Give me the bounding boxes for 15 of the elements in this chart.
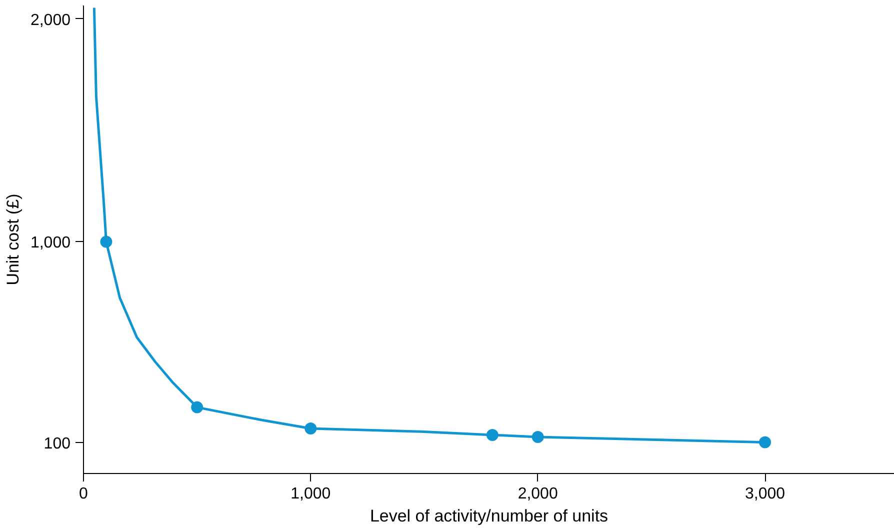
point	[486, 428, 498, 441]
y-axis-title: Unit cost (£)	[3, 194, 22, 286]
y-tick-label: 2,000	[30, 12, 71, 29]
x-tick-label: 2,000	[518, 486, 558, 502]
x-axis-title: Level of activity/number of units	[370, 506, 608, 526]
y-tick-label: 1,000	[30, 234, 71, 252]
point	[532, 430, 544, 443]
point	[759, 436, 772, 448]
x-tick-label: 1,000	[290, 486, 331, 502]
x-tick-label: 3,000	[744, 486, 786, 502]
x-tick-label: 0	[79, 486, 88, 502]
point	[191, 401, 204, 414]
point	[304, 422, 317, 434]
y-tick-label: 100	[44, 435, 71, 452]
point	[100, 236, 112, 248]
